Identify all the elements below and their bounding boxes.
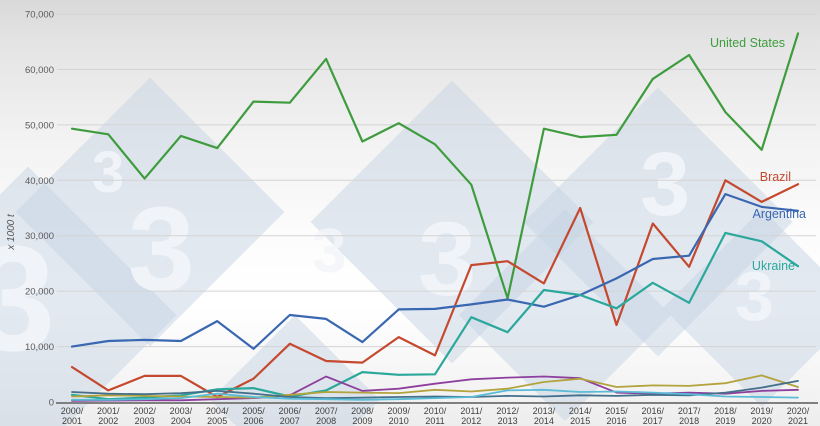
y-axis-title: x 1000 t [6,213,17,251]
gridlines [57,13,816,348]
watermark-3-glyph: 3 [735,257,774,335]
series-label-united-states: United States [710,36,785,50]
x-tick-label: 2009/2010 [387,406,410,426]
x-tick-label: 2014/2015 [569,406,592,426]
watermark-3-glyph: 3 [640,135,690,235]
y-tick-label: 50,000 [25,120,54,131]
y-tick-label: 70,000 [25,10,54,21]
x-tick-label: 2007/2008 [315,406,338,426]
series-label-ukraine: Ukraine [752,259,795,273]
y-tick-label: 30,000 [25,231,54,242]
x-tick-label: 2020/2021 [787,406,810,426]
y-tick-label: 60,000 [25,65,54,76]
x-tick-label: 2001/2002 [97,406,120,426]
series-line-brazil [70,179,800,399]
series-lines [70,32,800,402]
series-labels: United States Brazil Argentina Ukraine [710,36,806,273]
x-tick-label: 2019/2020 [750,406,773,426]
watermark-3-glyph: 3 [312,217,346,286]
series-line-ukraine [70,231,800,401]
series-label-argentina: Argentina [752,207,806,221]
series-line-unlabeled-cyan [71,388,799,401]
watermark-3-glyph: 3 [418,201,476,318]
x-tick-label: 2015/2016 [605,406,628,426]
x-tick-label: 2005/2006 [242,406,265,426]
x-tick-label: 2000/2001 [61,406,84,426]
x-tick-label: 2004/2005 [206,406,229,426]
x-tick-label: 2006/2007 [279,406,302,426]
watermark-3-glyph: 3 [128,182,195,316]
watermark-3-glyph: 3 [0,214,55,382]
x-tick-label: 2002/2003 [133,406,156,426]
x-tick-label: 2008/2009 [351,406,374,426]
x-tick-label: 2017/2018 [678,406,701,426]
x-tick-label: 2011/2012 [460,406,482,426]
x-tick-label: 2010/2011 [424,406,447,426]
x-tick-label: 2003/2004 [170,406,193,426]
y-tick-label: 40,000 [25,176,54,187]
x-tick-label: 2016/2017 [642,406,665,426]
x-tick-label: 2013/2014 [533,406,556,426]
series-line-united-states [70,32,800,300]
y-tick-label: 0 [49,398,54,409]
x-tick-label: 2018/2019 [714,406,737,426]
axes: 0 10,000 20,000 30,000 40,000 50,000 60,000 70,… [25,10,818,426]
y-tick-label: 20,000 [25,287,54,298]
series-line-argentina [70,193,800,350]
x-tick-label: 2012/2013 [496,406,519,426]
watermark-3-glyph: 3 [92,140,124,205]
watermark-diamond [15,77,285,347]
series-label-brazil: Brazil [760,170,791,184]
series-line-unlabeled-steel-blue [71,379,799,400]
y-tick-label: 10,000 [25,342,54,353]
